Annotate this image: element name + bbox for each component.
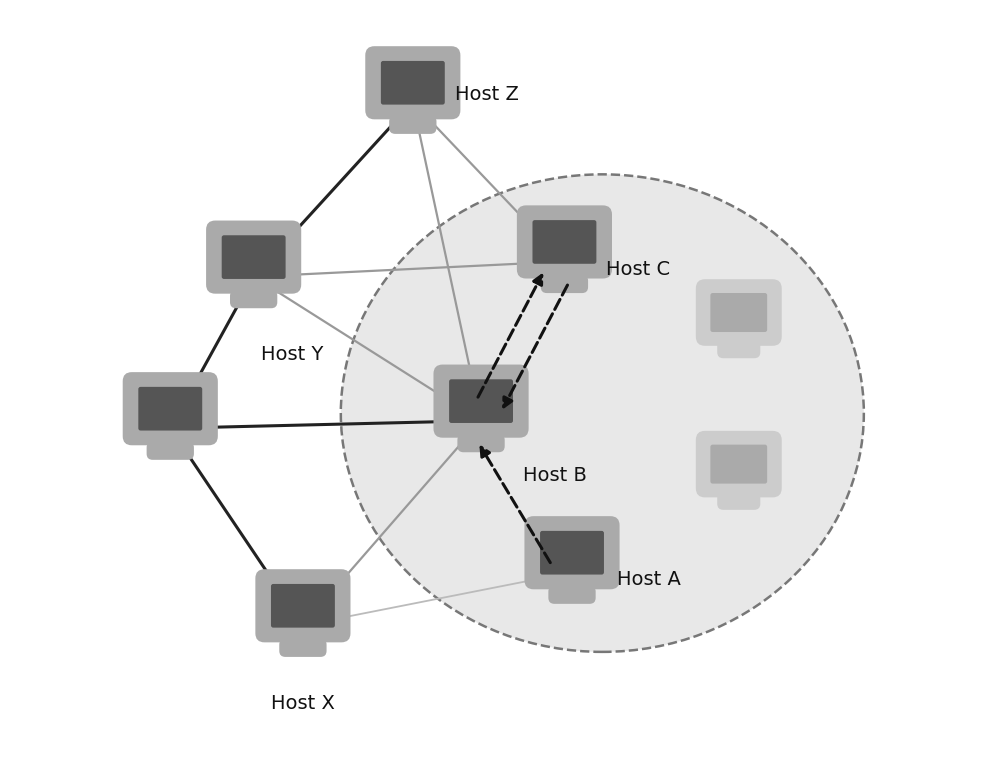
Polygon shape [568,580,576,592]
Polygon shape [299,633,307,645]
Text: Host A: Host A [617,570,681,590]
Text: Host C: Host C [606,259,670,279]
FancyBboxPatch shape [517,205,612,278]
Text: Host Z: Host Z [455,85,518,105]
FancyBboxPatch shape [271,584,335,628]
Polygon shape [560,269,569,281]
FancyArrowPatch shape [504,285,567,407]
FancyBboxPatch shape [147,442,194,460]
FancyBboxPatch shape [532,220,596,264]
FancyBboxPatch shape [449,379,513,423]
Polygon shape [408,110,417,122]
Polygon shape [735,488,743,498]
FancyBboxPatch shape [255,569,350,642]
Text: Host X: Host X [271,694,335,713]
FancyBboxPatch shape [381,61,445,105]
FancyBboxPatch shape [696,279,782,346]
Ellipse shape [341,174,864,652]
FancyArrowPatch shape [478,275,542,397]
FancyBboxPatch shape [279,639,327,657]
Polygon shape [249,284,258,296]
FancyBboxPatch shape [433,365,529,437]
FancyBboxPatch shape [457,434,505,453]
FancyBboxPatch shape [138,387,202,431]
FancyBboxPatch shape [540,531,604,575]
FancyBboxPatch shape [717,340,760,359]
Polygon shape [166,436,175,448]
FancyBboxPatch shape [548,586,596,604]
FancyBboxPatch shape [123,372,218,445]
FancyBboxPatch shape [710,445,767,484]
FancyBboxPatch shape [222,235,286,279]
FancyArrowPatch shape [481,447,550,562]
Text: Host B: Host B [523,466,587,485]
Text: Host Y: Host Y [261,345,324,364]
FancyBboxPatch shape [710,293,767,332]
FancyBboxPatch shape [717,492,760,510]
FancyBboxPatch shape [541,275,588,293]
FancyBboxPatch shape [389,116,436,134]
FancyBboxPatch shape [696,431,782,497]
Polygon shape [735,337,743,346]
FancyBboxPatch shape [365,46,460,119]
FancyBboxPatch shape [230,290,277,309]
FancyBboxPatch shape [524,516,620,589]
Polygon shape [477,428,485,440]
FancyBboxPatch shape [206,221,301,293]
